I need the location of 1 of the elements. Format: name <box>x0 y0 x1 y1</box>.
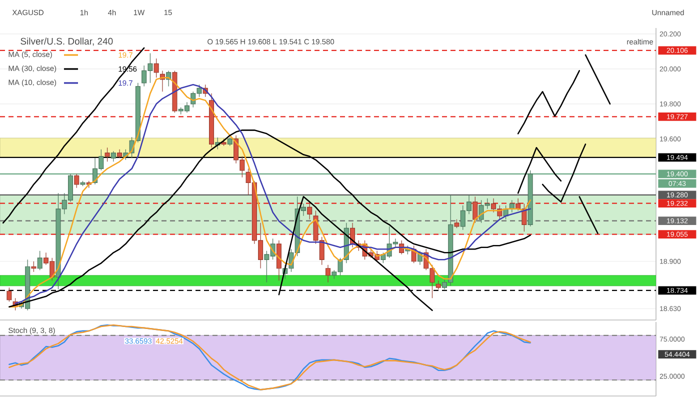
text: Silver/U.S. Dollar, 240 <box>20 38 113 46</box>
